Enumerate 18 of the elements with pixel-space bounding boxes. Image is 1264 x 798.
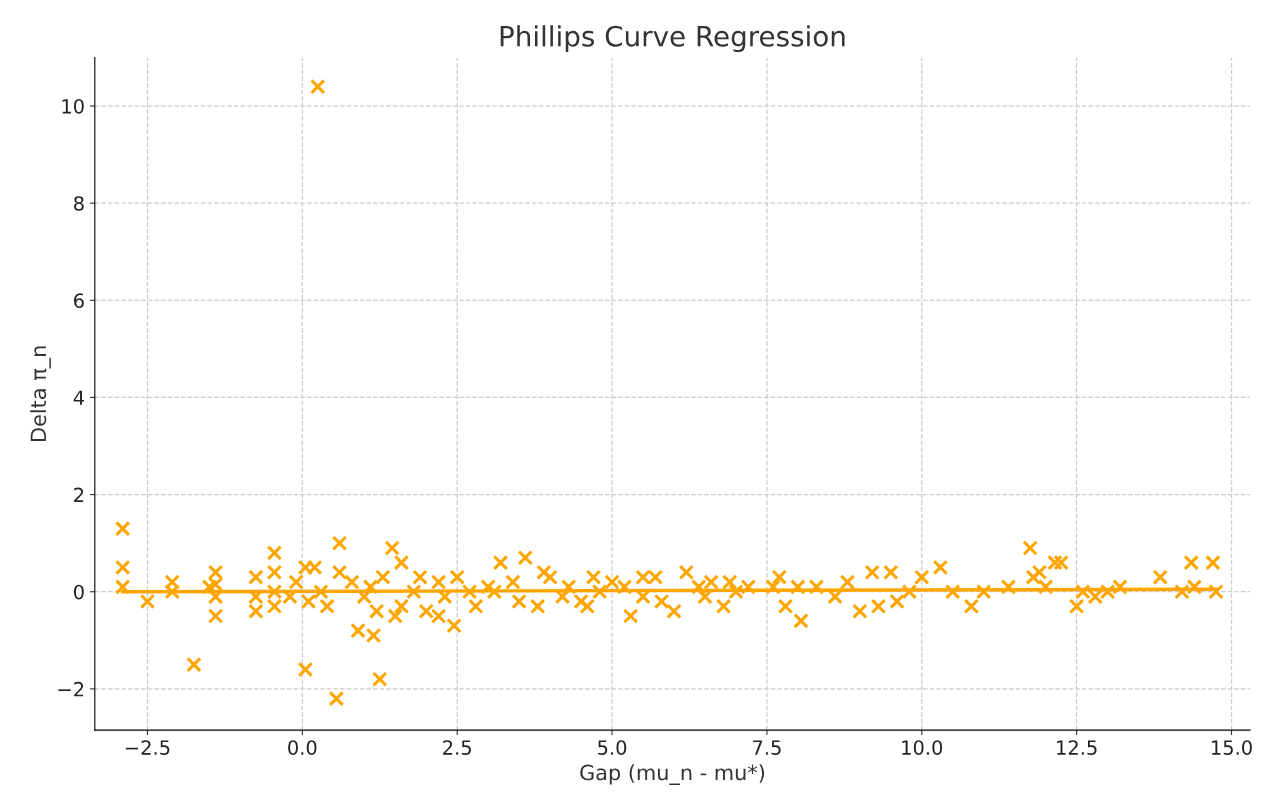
y-axis-title: Delta π_n xyxy=(30,346,51,441)
x-tick-label: 12.5 xyxy=(1057,740,1097,755)
y-tick-label: −2 xyxy=(58,681,84,697)
y-tick-label: 8 xyxy=(74,196,84,211)
y-tick-label: 4 xyxy=(73,390,84,405)
y-tick-label: 2 xyxy=(74,487,84,502)
x-tick-label: 0.0 xyxy=(288,740,317,755)
x-tick-label: 15.0 xyxy=(1212,740,1252,755)
y-tick-label: 0 xyxy=(73,584,84,600)
y-tick-label: 10 xyxy=(62,98,84,114)
y-tick-label: 6 xyxy=(74,293,84,308)
x-axis-title: Gap (mu_n - mu*) xyxy=(580,764,765,785)
chart-title: Phillips Curve Regression xyxy=(500,25,845,53)
x-tick-label: 7.5 xyxy=(753,740,781,755)
x-tick-label: −2.5 xyxy=(125,740,170,755)
x-tick-label: 10.0 xyxy=(902,740,943,755)
x-tick-label: 2.5 xyxy=(443,740,471,755)
x-tick-label: 5.0 xyxy=(598,740,627,755)
